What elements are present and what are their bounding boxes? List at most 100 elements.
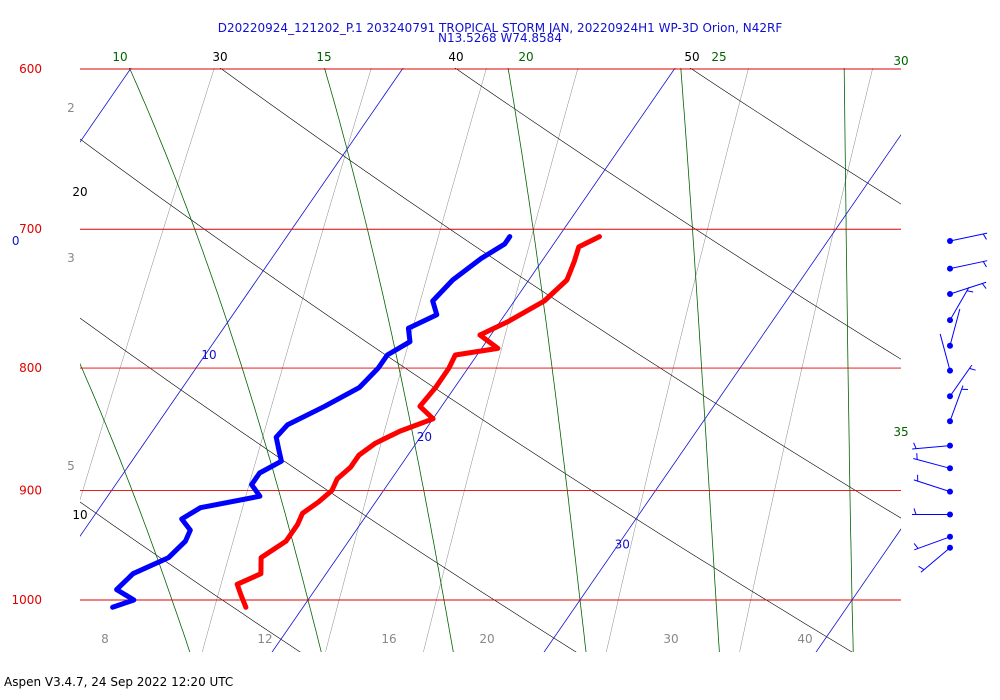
wind-barb-dot <box>947 367 953 374</box>
dry-adiabat-line <box>219 68 901 519</box>
wind-barb <box>913 453 953 472</box>
mixing-ratio-line <box>325 68 487 652</box>
wind-barbs <box>912 232 988 573</box>
mixing-ratio-label: 3 <box>67 251 75 265</box>
mixing-ratio-line <box>423 68 579 652</box>
chart-labels: 6007008009001000-10010203030405020101015… <box>11 50 908 646</box>
dry-adiabat-label: 50 <box>684 50 699 64</box>
wind-barb-feather <box>913 442 917 449</box>
wind-barb-shaft <box>949 232 988 242</box>
isotherm-line <box>543 134 901 652</box>
mixing-ratio-line <box>739 68 873 652</box>
isotherm-line <box>80 68 404 537</box>
wind-barb-shaft <box>949 308 961 346</box>
wind-barb <box>947 232 988 245</box>
wind-barb-feather <box>969 367 976 371</box>
mixing-ratio-line <box>0 0 64 680</box>
wind-barb <box>947 308 961 349</box>
wind-barb-feather <box>913 543 919 549</box>
wind-barb <box>918 544 953 573</box>
moist-adiabat-label: 20 <box>518 50 533 64</box>
mixing-ratio-label: 2 <box>67 101 75 115</box>
dry-adiabat-line <box>816 0 1000 680</box>
isotherm-label: 0 <box>12 234 20 248</box>
wind-barb-shaft <box>913 457 951 469</box>
wind-barb-dot <box>947 488 953 495</box>
moist-adiabat-line <box>843 68 854 652</box>
mixing-ratio-label: 12 <box>257 632 272 646</box>
mixing-ratio-lines <box>0 0 873 680</box>
dry-adiabat-line <box>689 68 901 205</box>
wind-barb-shaft <box>949 364 973 397</box>
wind-barb-dot <box>947 465 953 472</box>
wind-barb-feather <box>918 565 925 571</box>
wind-barb-dot <box>947 317 953 324</box>
mixing-ratio-label: 16 <box>381 632 396 646</box>
moist-adiabat-line <box>507 68 587 652</box>
moist-adiabat-line <box>129 68 322 652</box>
mixing-ratio-label: 8 <box>101 632 109 646</box>
chart-subtitle: N13.5268 W74.8584 <box>438 31 562 45</box>
mixing-ratio-label: 5 <box>67 459 75 473</box>
isotherm-line <box>815 528 901 652</box>
wind-barb <box>912 442 953 450</box>
moist-adiabat-line <box>680 68 720 652</box>
wind-barb-shaft <box>949 287 970 321</box>
wind-barb <box>947 260 988 272</box>
moist-adiabat-label: 30 <box>893 54 908 68</box>
wind-barb-dot <box>947 511 953 518</box>
wind-barb-dot <box>947 442 953 449</box>
wind-barb <box>947 364 976 400</box>
wind-barb-feather <box>913 508 917 515</box>
dry-adiabat-line <box>80 317 577 652</box>
wind-barb <box>947 385 968 425</box>
isotherm-line <box>80 68 132 143</box>
dry-adiabat-line <box>454 68 901 360</box>
wind-barb-dot <box>947 342 953 349</box>
dry-adiabat-label: 10 <box>72 508 87 522</box>
moist-adiabat-lines <box>0 0 1000 680</box>
chart-title: D20220924_121202_P.1 203240791 TROPICAL … <box>217 21 783 35</box>
moist-adiabat-line <box>988 0 1000 680</box>
mixing-ratio-line <box>80 68 215 501</box>
temperature-profile <box>234 234 602 610</box>
moist-adiabat-label: 35 <box>893 425 908 439</box>
wind-barb <box>939 333 953 374</box>
moist-adiabat-line <box>80 362 191 652</box>
mixing-ratio-label: 20 <box>479 632 494 646</box>
isobar-lines <box>80 68 901 601</box>
moist-adiabat-line <box>324 68 454 652</box>
wind-barb-dot <box>947 533 953 540</box>
mixing-ratio-label: 30 <box>663 632 678 646</box>
wind-barb-shaft <box>949 260 988 270</box>
wind-barb-feather <box>981 283 987 289</box>
dry-adiabat-label: 20 <box>72 185 87 199</box>
isotherm-label: 10 <box>201 348 216 362</box>
wind-barb <box>913 474 953 495</box>
wind-barb-shaft <box>949 385 964 422</box>
isotherm-label: 20 <box>417 430 432 444</box>
dewpoint-profile <box>110 234 513 610</box>
wind-barb-shaft <box>939 333 951 371</box>
isobar-label: 1000 <box>11 593 42 607</box>
wind-barb <box>912 508 953 518</box>
wind-barb-dot <box>947 265 953 272</box>
dry-adiabat-lines <box>80 0 1000 680</box>
wind-barb-shaft <box>914 536 951 551</box>
wind-barb <box>947 281 987 298</box>
moist-adiabat-label: 25 <box>711 50 726 64</box>
isobar-label: 600 <box>19 62 42 76</box>
dry-adiabat-label: 30 <box>212 50 227 64</box>
wind-barb-feather <box>966 290 974 293</box>
wind-barb-feather <box>982 261 987 268</box>
dry-adiabat-line <box>80 501 301 652</box>
wind-barb <box>913 533 953 551</box>
mixing-ratio-line <box>606 68 749 652</box>
mixing-ratio-line <box>201 68 372 652</box>
wind-barb-dot <box>947 544 953 551</box>
moist-adiabat-line <box>0 0 71 680</box>
moist-adiabat-label: 15 <box>316 50 331 64</box>
wind-barb <box>947 287 974 324</box>
mixing-ratio-label: 40 <box>797 632 812 646</box>
